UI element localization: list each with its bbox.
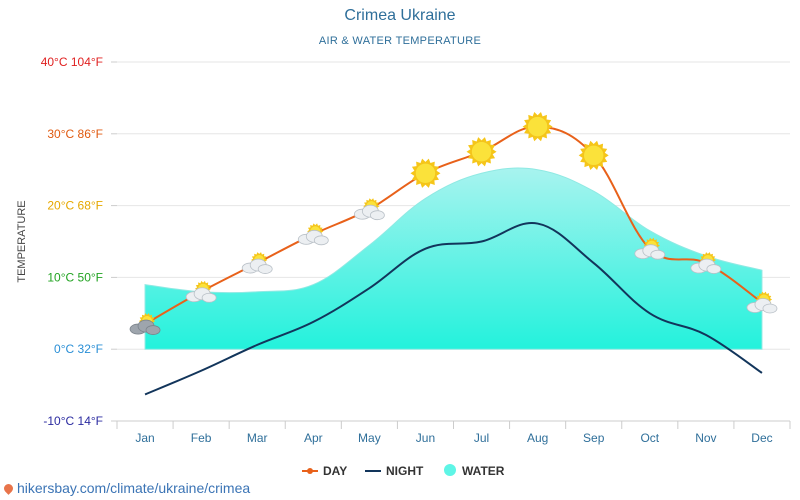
cloud-part [706, 264, 722, 274]
x-tick-label: Apr [304, 431, 323, 445]
cloud-part [145, 325, 161, 335]
sun-icon [466, 137, 497, 167]
sun-icon [410, 158, 441, 188]
x-tick-label: Mar [247, 431, 268, 445]
y-tick-label: -10°C 14°F [43, 414, 103, 428]
cloud-part [201, 292, 217, 303]
rain-cloud-icon [129, 313, 161, 335]
x-tick-label: May [358, 431, 381, 445]
chart-subtitle: AIR & WATER TEMPERATURE [318, 35, 482, 47]
x-tick-label: Nov [695, 431, 716, 445]
water-area [144, 167, 763, 350]
cloud-part [313, 235, 329, 246]
x-tick-label: Jul [474, 431, 489, 445]
sun-disc [414, 162, 437, 184]
x-tick-label: Aug [527, 431, 548, 445]
watermark-text: hikersbay.com/climate/ukraine/crimea [17, 480, 251, 496]
sun-disc [470, 141, 493, 163]
partly-cloudy-icon [690, 252, 722, 274]
x-tick-label: Dec [751, 431, 772, 445]
partly-cloudy-icon [185, 280, 217, 303]
y-tick-label: 0°C 32°F [54, 342, 103, 356]
legend-item-water: WATER [444, 464, 505, 478]
watermark-link[interactable]: hikersbay.com/climate/ukraine/crimea [2, 480, 251, 496]
x-tick-label: Feb [191, 431, 212, 445]
legend-item-day: DAY [302, 464, 347, 478]
partly-cloudy-icon [353, 198, 385, 221]
y-tick-label: 30°C 86°F [47, 127, 103, 141]
cloud-part [650, 249, 666, 260]
x-tick-label: Sep [583, 431, 605, 445]
legend-swatch [444, 464, 456, 476]
cloud-part [369, 210, 385, 221]
y-tick-label: 10°C 50°F [47, 270, 103, 284]
x-tick-label: Oct [640, 431, 659, 445]
x-tick-label: Jun [416, 431, 435, 445]
legend-item-night: NIGHT [365, 464, 424, 478]
y-tick-label: 40°C 104°F [41, 55, 103, 69]
sun-disc [583, 144, 605, 167]
sun-icon [522, 111, 553, 142]
sun-disc [526, 115, 549, 138]
location-pin-icon [2, 481, 15, 495]
partly-cloudy-icon [297, 223, 329, 246]
chart-title: Crimea Ukraine [344, 7, 456, 24]
y-axis-title: TEMPERATURE [16, 200, 28, 282]
partly-cloudy-icon [634, 237, 666, 260]
partly-cloudy-icon [746, 291, 778, 314]
cloud-part [257, 264, 273, 274]
y-tick-label: 20°C 68°F [47, 199, 103, 213]
legend-label: DAY [323, 464, 347, 478]
partly-cloudy-icon [241, 252, 273, 274]
night-line [144, 221, 763, 396]
legend-label: WATER [462, 464, 505, 478]
legend-label: NIGHT [386, 464, 424, 478]
cloud-part [762, 303, 778, 314]
x-tick-label: Jan [135, 431, 154, 445]
sun-icon [578, 140, 609, 170]
legend-marker [307, 468, 313, 474]
